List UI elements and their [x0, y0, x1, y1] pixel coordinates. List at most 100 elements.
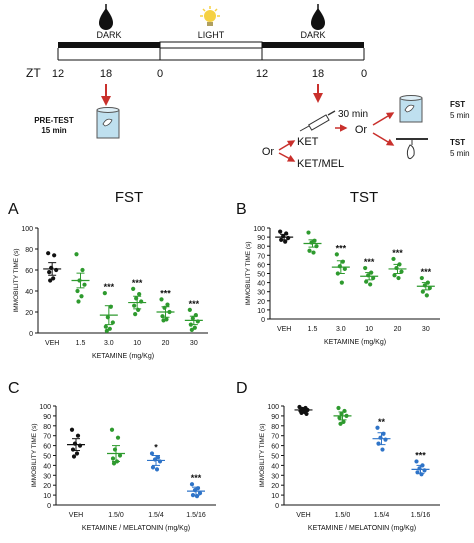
- y-tick-label: 50: [43, 454, 51, 461]
- y-axis-label: IMMOBILITY TIME (s): [13, 248, 20, 312]
- chart-title: TST: [350, 189, 378, 206]
- data-point: [414, 459, 419, 464]
- y-axis-label: IMMOBILITY TIME (s): [259, 423, 266, 487]
- data-point: [74, 451, 80, 456]
- data-point: [375, 425, 380, 430]
- x-tick-label: 1.5: [308, 326, 318, 333]
- x-tick-label: VEH: [277, 326, 291, 333]
- dark-bar-2: [262, 42, 364, 48]
- chart-panel-a: 0 20 40 60 80 100 IMMOBILITY TIME (s) VEH 1.5 3.0…: [13, 226, 208, 360]
- pretest-label: PRE-TEST: [34, 116, 74, 125]
- y-tick-label: 10: [257, 308, 265, 315]
- significance-marker: *: [154, 443, 158, 453]
- x-tick-label: 3.0: [104, 340, 114, 347]
- moon-drop-icon: [311, 4, 325, 30]
- data-point: [337, 415, 342, 420]
- data-point: [314, 244, 319, 249]
- chart-panel-d: 0 10 20 30 40 50 60 70 80 90 100 IMMOBILITY TIME (s…: [259, 404, 440, 532]
- data-point: [110, 456, 116, 461]
- y-tick-label: 30: [257, 290, 265, 297]
- data-point: [51, 276, 56, 281]
- data-point: [110, 320, 115, 325]
- y-tick-label: 30: [271, 473, 279, 480]
- significance-marker: ***: [336, 243, 347, 253]
- x-tick-label: 3.0: [336, 326, 346, 333]
- chart-panel-c: 0 10 20 30 40 50 60 70 80 90 100 IMMOBILITY TIME (s…: [31, 404, 216, 532]
- y-tick-label: 40: [43, 463, 51, 470]
- data-point: [80, 267, 85, 273]
- data-point: [380, 447, 385, 452]
- data-point: [197, 491, 203, 496]
- data-point: [187, 307, 192, 312]
- fst-label: FST: [450, 100, 465, 109]
- data-point: [103, 324, 108, 329]
- y-tick-label: 0: [29, 331, 33, 338]
- x-tick-label: 10: [365, 326, 373, 333]
- data-point: [399, 269, 404, 274]
- y-tick-label: 50: [257, 272, 265, 279]
- tst-label: TST: [450, 138, 465, 147]
- y-tick-label: 60: [43, 444, 51, 451]
- data-point: [341, 419, 346, 424]
- y-tick-label: 40: [257, 281, 265, 288]
- light-bar: [159, 41, 263, 49]
- segment-label: DARK: [300, 30, 325, 40]
- data-point: [133, 312, 138, 317]
- x-tick-label: 20: [162, 340, 170, 347]
- data-point: [48, 278, 53, 283]
- data-point: [424, 293, 429, 298]
- zt-tick: 0: [157, 68, 163, 80]
- x-tick-label: 1.5/16: [186, 512, 206, 519]
- data-point: [338, 421, 343, 426]
- zt-tick: 18: [100, 68, 112, 80]
- significance-marker: ***: [160, 288, 171, 298]
- y-axis-label: IMMOBILITY TIME (s): [245, 241, 252, 305]
- data-point: [75, 433, 81, 438]
- data-point: [304, 411, 309, 417]
- y-tick-label: 20: [25, 310, 33, 317]
- panel-letter: D: [236, 380, 248, 397]
- y-tick-label: 100: [21, 226, 33, 233]
- y-tick-label: 80: [271, 424, 279, 431]
- data-point: [311, 250, 316, 255]
- y-tick-label: 80: [257, 244, 265, 251]
- significance-marker: ***: [132, 278, 143, 288]
- significance-marker: ***: [189, 299, 200, 309]
- data-point: [117, 453, 123, 458]
- x-tick-label: 1.5/4: [148, 512, 164, 519]
- significance-marker: ***: [421, 267, 432, 277]
- or-left-label: Or: [262, 146, 275, 158]
- data-point: [154, 467, 160, 472]
- data-point: [159, 297, 164, 302]
- y-tick-label: 40: [25, 289, 33, 296]
- y-tick-label: 70: [271, 434, 279, 441]
- data-point: [149, 451, 155, 456]
- x-axis-label: KETAMINE (mg/Kg): [92, 353, 154, 360]
- data-point: [419, 275, 424, 281]
- y-tick-label: 100: [253, 226, 265, 233]
- y-tick-label: 80: [25, 247, 33, 254]
- y-tick-label: 60: [257, 262, 265, 269]
- x-tick-label: 10: [133, 340, 141, 347]
- chart-title: FST: [115, 189, 143, 206]
- data-point: [189, 482, 195, 487]
- y-tick-label: 0: [275, 503, 279, 510]
- data-point: [427, 285, 432, 291]
- y-tick-label: 60: [25, 268, 33, 275]
- x-tick-label: 1.5/4: [374, 512, 390, 519]
- data-point: [340, 259, 345, 264]
- y-tick-label: 80: [43, 424, 51, 431]
- y-tick-label: 20: [43, 483, 51, 490]
- data-point: [278, 229, 283, 234]
- data-point: [132, 303, 137, 308]
- data-point: [75, 288, 80, 294]
- y-tick-label: 90: [43, 414, 51, 421]
- x-axis-label: KETAMINE (mg/Kg): [324, 339, 386, 346]
- data-point: [396, 275, 401, 281]
- data-point: [371, 275, 376, 281]
- y-tick-label: 90: [257, 235, 265, 242]
- data-point: [334, 252, 339, 257]
- syringe-icon: [299, 110, 336, 132]
